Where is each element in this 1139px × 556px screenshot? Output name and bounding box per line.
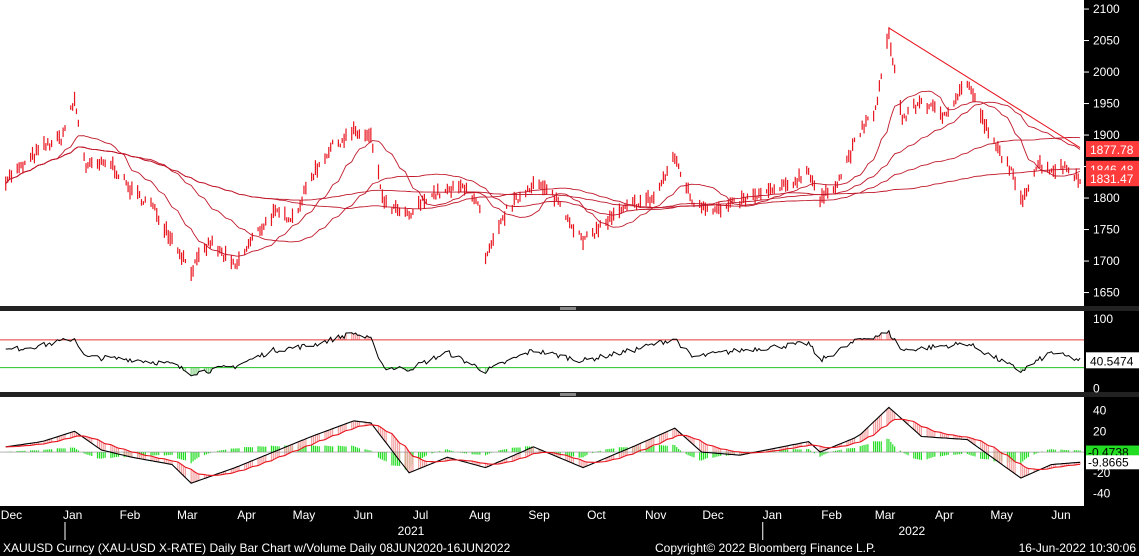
month-label: Mar bbox=[177, 508, 198, 522]
price-badge-bg bbox=[1086, 170, 1139, 187]
axes: 1650170017501800185019001950200020502100… bbox=[1, 2, 1139, 540]
price-tick-label: 1950 bbox=[1093, 97, 1120, 111]
rsi-tick-label: 100 bbox=[1093, 312, 1113, 326]
year-label: 2022 bbox=[899, 524, 926, 538]
price-tick-label: 1900 bbox=[1093, 128, 1120, 142]
rsi-panel bbox=[0, 329, 1084, 377]
trendline bbox=[888, 27, 1081, 149]
price-tick-label: 1750 bbox=[1093, 223, 1120, 237]
ma-50-line bbox=[5, 101, 1081, 243]
macd-tick-label: -40 bbox=[1093, 487, 1111, 501]
month-label: Jul bbox=[413, 508, 428, 522]
divider-grip-1[interactable] bbox=[560, 307, 576, 310]
year-label: 2021 bbox=[398, 524, 425, 538]
chart-title: XAUUSD Curncy (XAU-USD X-RATE) Daily Bar… bbox=[3, 541, 511, 555]
divider-grip-2[interactable] bbox=[560, 393, 576, 396]
price-tick-label: 2000 bbox=[1093, 65, 1120, 79]
price-tick-label: 1650 bbox=[1093, 286, 1120, 300]
macd-badge-bg bbox=[1086, 455, 1139, 470]
price-panel bbox=[5, 27, 1081, 282]
macd-tick-label: 40 bbox=[1093, 403, 1107, 417]
month-label: Jan bbox=[763, 508, 782, 522]
macd-tick-label: 20 bbox=[1093, 424, 1107, 438]
month-label: Mar bbox=[875, 508, 896, 522]
signal-line bbox=[5, 418, 1081, 476]
rsi-tick-label: 0 bbox=[1093, 382, 1100, 396]
rsi-line bbox=[5, 329, 1081, 377]
price-tick-label: 2100 bbox=[1093, 2, 1120, 16]
month-label: Oct bbox=[587, 508, 606, 522]
month-label: Jun bbox=[354, 508, 373, 522]
macd-badge-label: -9.8665 bbox=[1088, 455, 1129, 469]
price-badge-label: 1831.47 bbox=[1090, 172, 1134, 186]
ma-200-line bbox=[5, 146, 1081, 208]
month-label: Sep bbox=[528, 508, 550, 522]
ma-20-line bbox=[5, 90, 1081, 257]
month-label: Jun bbox=[1051, 508, 1070, 522]
price-tick-label: 1800 bbox=[1093, 191, 1120, 205]
macd-tick-label: -20 bbox=[1093, 466, 1111, 480]
price-tick-label: 1700 bbox=[1093, 254, 1120, 268]
timestamp: 16-Jun-2022 10:30:06 bbox=[1019, 541, 1137, 555]
month-label: Dec bbox=[1, 508, 22, 522]
month-label: Jan bbox=[63, 508, 82, 522]
price-tick-label: 2050 bbox=[1093, 34, 1120, 48]
month-label: May bbox=[990, 508, 1013, 522]
month-label: Apr bbox=[237, 508, 256, 522]
month-label: Dec bbox=[702, 508, 723, 522]
price-badge-label: 1877.78 bbox=[1090, 143, 1134, 157]
rsi-badge-label: 40.5474 bbox=[1090, 354, 1134, 368]
rsi-axis-bg bbox=[1084, 310, 1139, 394]
month-label: Aug bbox=[469, 508, 490, 522]
month-label: Apr bbox=[935, 508, 954, 522]
month-label: Nov bbox=[645, 508, 666, 522]
price-badge-bg bbox=[1086, 141, 1139, 158]
x-axis-bg bbox=[0, 506, 1139, 556]
rsi-badge-bg bbox=[1086, 352, 1139, 369]
month-label: May bbox=[293, 508, 316, 522]
copyright: Copyright© 2022 Bloomberg Finance L.P. bbox=[655, 541, 876, 555]
macd-panel bbox=[0, 406, 1084, 484]
month-label: Feb bbox=[821, 508, 842, 522]
month-label: Feb bbox=[120, 508, 141, 522]
